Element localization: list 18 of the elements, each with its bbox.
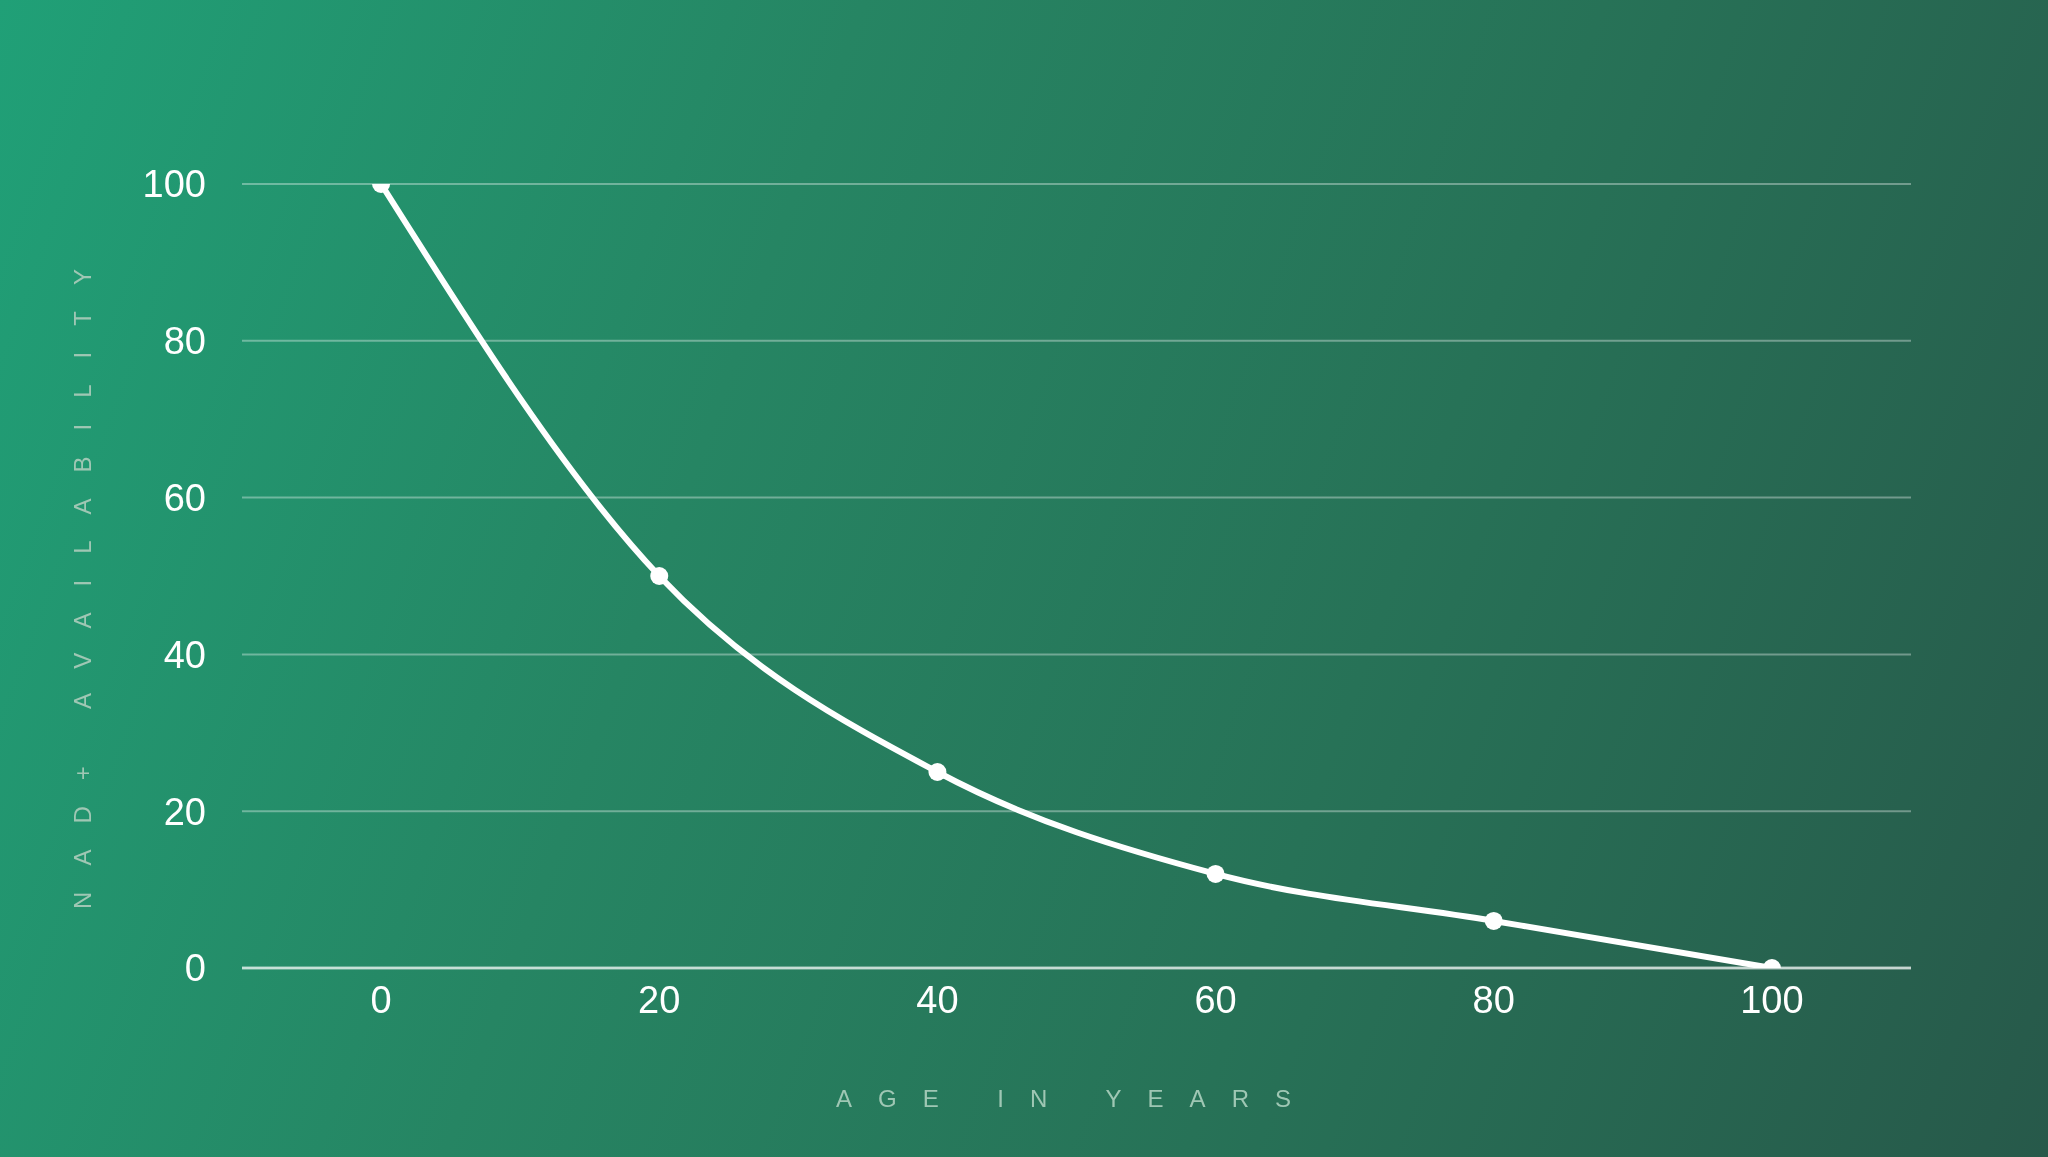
y-axis-title: NAD+ AVAILABILITY <box>68 243 96 909</box>
y-tick-label: 60 <box>163 477 206 520</box>
y-tick-label: 20 <box>163 790 206 833</box>
y-tick-label: 0 <box>184 947 206 990</box>
x-axis-title: AGE IN YEARS <box>836 1085 1317 1113</box>
point <box>1484 911 1503 930</box>
x-tick-label: 0 <box>370 978 392 1021</box>
x-tick-label: 100 <box>1740 978 1804 1021</box>
y-tick-label: 80 <box>163 320 206 363</box>
x-tick-label: 40 <box>916 978 959 1021</box>
y-tick-label: 40 <box>163 633 206 676</box>
x-tick-label: 80 <box>1472 978 1515 1021</box>
point <box>650 567 669 585</box>
point <box>1206 864 1225 883</box>
point <box>928 763 947 781</box>
x-tick-label: 60 <box>1194 978 1237 1021</box>
x-tick-label: 20 <box>638 978 681 1021</box>
y-tick-label: 100 <box>142 163 206 206</box>
